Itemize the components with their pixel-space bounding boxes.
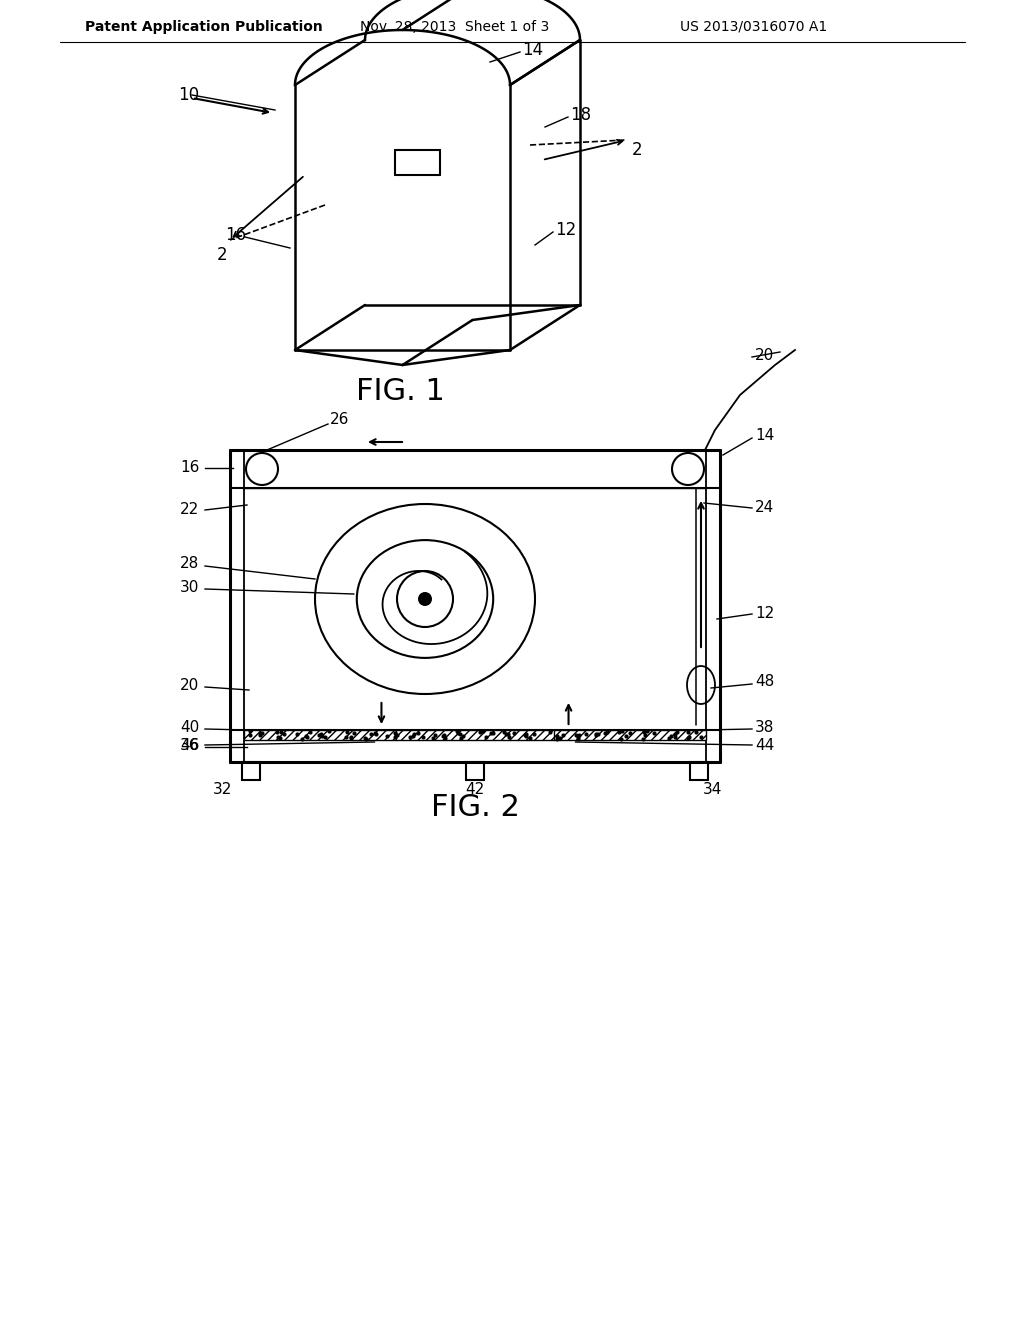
Text: Patent Application Publication: Patent Application Publication	[85, 20, 323, 34]
Text: 36: 36	[180, 738, 200, 752]
Text: FIG. 1: FIG. 1	[355, 378, 444, 407]
Text: 48: 48	[755, 675, 774, 689]
Text: 20: 20	[180, 677, 200, 693]
Text: 12: 12	[755, 606, 774, 622]
Text: 22: 22	[180, 503, 200, 517]
Circle shape	[418, 591, 432, 606]
Text: US 2013/0316070 A1: US 2013/0316070 A1	[680, 20, 827, 34]
Text: 32: 32	[212, 783, 231, 797]
Text: 14: 14	[522, 41, 543, 59]
Text: 16: 16	[225, 226, 246, 244]
Text: 18: 18	[570, 106, 591, 124]
Text: 26: 26	[330, 412, 349, 428]
Text: 2: 2	[217, 246, 227, 264]
Text: 14: 14	[755, 428, 774, 442]
Text: 16: 16	[180, 461, 200, 475]
Text: 42: 42	[465, 783, 484, 797]
Text: 40: 40	[180, 719, 200, 734]
Text: FIG. 2: FIG. 2	[430, 793, 519, 822]
Text: 46: 46	[180, 738, 200, 752]
Text: 2: 2	[632, 141, 643, 158]
Text: 12: 12	[555, 220, 577, 239]
Text: 30: 30	[180, 579, 200, 594]
Text: Nov. 28, 2013  Sheet 1 of 3: Nov. 28, 2013 Sheet 1 of 3	[360, 20, 549, 34]
Text: 24: 24	[755, 500, 774, 516]
Polygon shape	[244, 730, 706, 741]
Text: 38: 38	[755, 719, 774, 734]
Text: 44: 44	[755, 738, 774, 752]
Text: 10: 10	[178, 86, 199, 104]
Text: 28: 28	[180, 557, 200, 572]
Text: 20: 20	[755, 347, 774, 363]
Text: 34: 34	[702, 783, 722, 797]
